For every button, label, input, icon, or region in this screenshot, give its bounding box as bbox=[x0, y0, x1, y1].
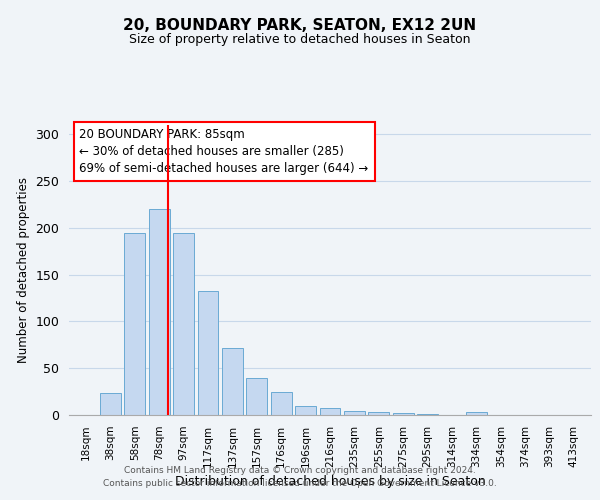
Bar bbox=[320, 408, 340, 415]
Text: Contains HM Land Registry data © Crown copyright and database right 2024.
Contai: Contains HM Land Registry data © Crown c… bbox=[103, 466, 497, 487]
Bar bbox=[124, 232, 145, 415]
Bar bbox=[466, 412, 487, 415]
Bar bbox=[173, 232, 194, 415]
X-axis label: Distribution of detached houses by size in Seaton: Distribution of detached houses by size … bbox=[175, 475, 485, 488]
Bar bbox=[149, 209, 170, 415]
Bar bbox=[393, 413, 413, 415]
Bar bbox=[295, 406, 316, 415]
Y-axis label: Number of detached properties: Number of detached properties bbox=[17, 177, 30, 363]
Bar bbox=[100, 392, 121, 415]
Bar bbox=[197, 290, 218, 415]
Bar bbox=[222, 348, 243, 415]
Bar bbox=[344, 412, 365, 415]
Text: Size of property relative to detached houses in Seaton: Size of property relative to detached ho… bbox=[129, 32, 471, 46]
Bar bbox=[368, 412, 389, 415]
Bar bbox=[417, 414, 438, 415]
Bar bbox=[271, 392, 292, 415]
Text: 20, BOUNDARY PARK, SEATON, EX12 2UN: 20, BOUNDARY PARK, SEATON, EX12 2UN bbox=[124, 18, 476, 32]
Bar bbox=[247, 378, 267, 415]
Text: 20 BOUNDARY PARK: 85sqm
← 30% of detached houses are smaller (285)
69% of semi-d: 20 BOUNDARY PARK: 85sqm ← 30% of detache… bbox=[79, 128, 368, 175]
